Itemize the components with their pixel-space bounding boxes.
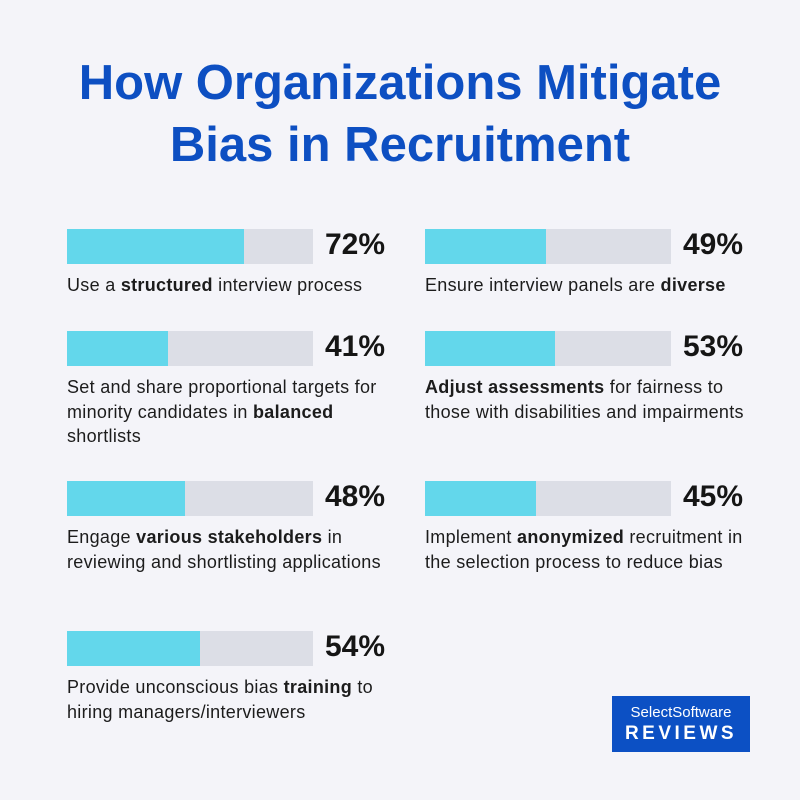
label-text: recruitment in the selection process to … xyxy=(425,527,743,572)
value-label: 48% xyxy=(325,480,386,513)
bar-fill xyxy=(425,229,546,264)
bar-row: 45% xyxy=(425,480,770,517)
label-text: in reviewing and shortlisting applicatio… xyxy=(67,527,381,572)
bar-row: 48% xyxy=(67,480,412,517)
bar-row: 41% xyxy=(67,330,412,367)
label-emphasis: training xyxy=(283,677,353,697)
bar-track xyxy=(425,481,671,516)
label-text: interview process xyxy=(212,275,363,295)
label-emphasis: balanced xyxy=(253,401,334,422)
bar-item: 72% Use a structured interview process xyxy=(67,228,412,298)
bar-track xyxy=(67,481,313,516)
bar-fill xyxy=(67,631,200,666)
label-text: for fairness to those with disabilities … xyxy=(425,377,744,422)
label-text: Engage xyxy=(67,527,137,547)
label-text: Implement xyxy=(425,527,518,547)
label-text: Set and share proportional targets for m… xyxy=(67,377,377,422)
title-line-2: Bias in Recruitment xyxy=(169,118,631,172)
value-label: 45% xyxy=(683,480,744,513)
logo-line-2: REVIEWS xyxy=(624,723,738,744)
bar-label: Use a structured interview process xyxy=(67,273,412,298)
value-label: 72% xyxy=(325,228,386,261)
value-label: 49% xyxy=(683,228,744,261)
value-label: 53% xyxy=(683,330,744,363)
page-title: How Organizations Mitigate Bias in Recru… xyxy=(0,52,800,176)
value-label: 41% xyxy=(325,330,386,363)
label-text: Provide unconscious bias xyxy=(67,677,284,697)
bar-label: Engage various stakeholders in reviewing… xyxy=(67,525,412,574)
bar-label: Set and share proportional targets for m… xyxy=(67,375,412,449)
bar-fill xyxy=(425,331,556,366)
bar-item: 54% Provide unconscious bias training to … xyxy=(67,630,412,724)
bar-row: 72% xyxy=(67,228,412,265)
bar-track xyxy=(425,229,671,264)
label-text: Ensure interview panels are xyxy=(425,275,661,295)
selectsoftware-reviews-logo: SelectSoftware REVIEWS xyxy=(612,696,750,752)
label-text: shortlists xyxy=(67,426,142,446)
value-label: 54% xyxy=(325,630,386,663)
bar-row: 53% xyxy=(425,330,770,367)
bar-label: Adjust assessments for fairness to those… xyxy=(425,375,770,424)
bar-label: Provide unconscious bias training to hir… xyxy=(67,675,412,724)
label-emphasis: various stakeholders xyxy=(136,527,323,547)
title-line-1: How Organizations Mitigate xyxy=(78,56,722,110)
bar-fill xyxy=(425,481,536,516)
bar-track xyxy=(67,631,313,666)
label-emphasis: structured xyxy=(120,275,213,295)
bar-item: 45% Implement anonymized recruitment in t… xyxy=(425,480,770,574)
bar-track xyxy=(67,229,313,264)
label-text: to hiring managers/interviewers xyxy=(67,677,373,722)
label-text: Use a xyxy=(67,275,121,295)
bar-row: 49% xyxy=(425,228,770,265)
label-emphasis: anonymized xyxy=(517,527,625,547)
bar-fill xyxy=(67,229,245,264)
bar-fill xyxy=(67,331,168,366)
bar-item: 53% Adjust assessments for fairness to th… xyxy=(425,330,770,424)
label-emphasis: Adjust assessments xyxy=(425,377,605,397)
bar-item: 48% Engage various stakeholders in review… xyxy=(67,480,412,574)
bar-track xyxy=(425,331,671,366)
logo-line-1: SelectSoftware xyxy=(630,704,732,721)
label-emphasis: diverse xyxy=(660,275,726,295)
bar-item: 49% Ensure interview panels are diverse xyxy=(425,228,770,298)
bar-track xyxy=(67,331,313,366)
bar-row: 54% xyxy=(67,630,412,667)
bar-item: 41% Set and share proportional targets fo… xyxy=(67,330,412,449)
bar-label: Implement anonymized recruitment in the … xyxy=(425,525,770,574)
bar-fill xyxy=(67,481,186,516)
bar-label: Ensure interview panels are diverse xyxy=(425,273,770,298)
